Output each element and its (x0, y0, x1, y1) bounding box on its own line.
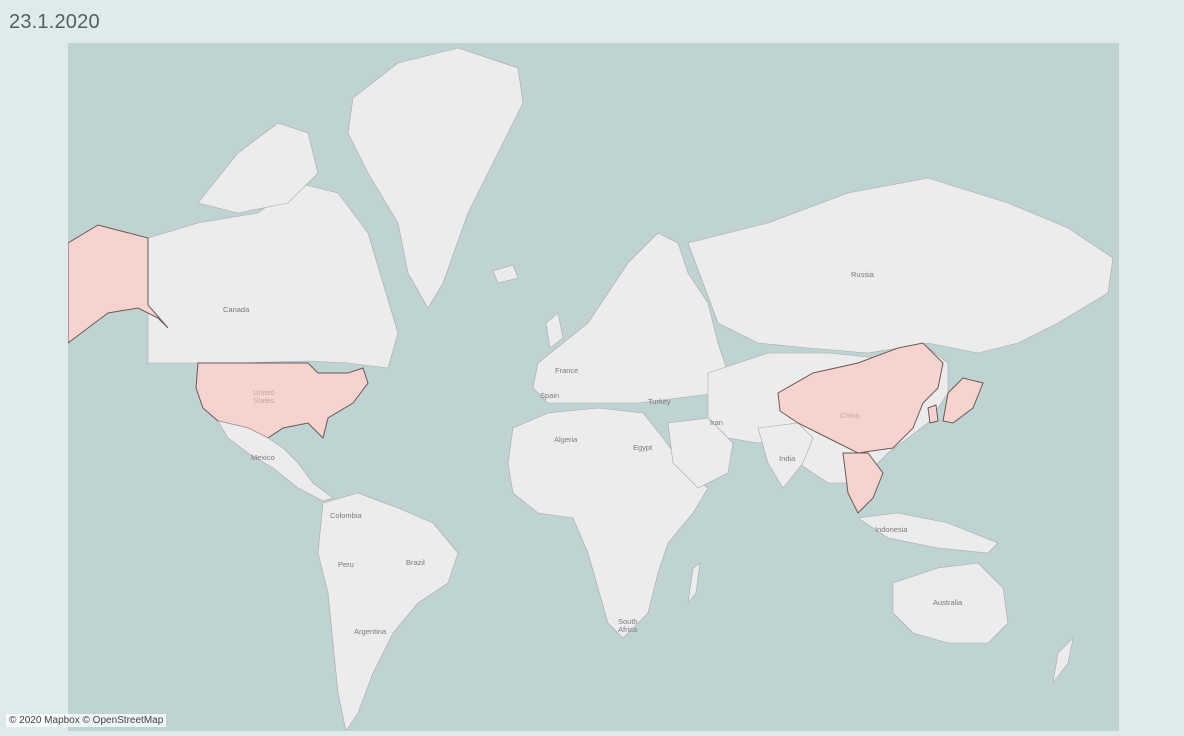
china (777, 342, 944, 454)
label-egypt: Egypt (633, 443, 653, 452)
label-france: France (555, 366, 579, 375)
africa (507, 407, 709, 639)
label-mexico: Mexico (251, 453, 275, 462)
europe (532, 232, 729, 404)
world-map[interactable]: Canada United States Mexico Colombia Bra… (68, 43, 1119, 731)
label-spain: Spain (540, 391, 560, 400)
label-canada: Canada (223, 305, 250, 314)
madagascar (687, 562, 701, 605)
label-colombia: Colombia (330, 511, 362, 520)
new-zealand (1052, 637, 1074, 684)
label-india: India (779, 454, 796, 463)
label-australia: Australia (933, 598, 963, 607)
label-china: China (840, 411, 860, 420)
indonesia (857, 512, 999, 554)
south-korea (927, 404, 939, 424)
date-title: 23.1.2020 (9, 11, 100, 33)
alaska (68, 224, 169, 344)
russia (687, 177, 1114, 354)
label-algeria: Algeria (554, 435, 578, 444)
united-states (195, 362, 369, 439)
label-united-states: United States (253, 388, 275, 405)
arabia (667, 417, 734, 489)
label-argentina: Argentina (354, 627, 387, 636)
mexico (217, 420, 334, 502)
label-south-africa: South Africa (618, 617, 638, 634)
iceland (492, 264, 519, 284)
label-iran: Iran (710, 418, 723, 427)
south-america (317, 492, 459, 731)
uk (545, 312, 564, 349)
canada-islands (197, 122, 319, 214)
label-peru: Peru (338, 560, 354, 569)
japan (942, 377, 984, 424)
label-brazil: Brazil (406, 558, 425, 567)
label-indonesia: Indonesia (875, 525, 908, 534)
label-russia: Russia (851, 270, 874, 279)
map-canvas[interactable] (68, 43, 1119, 731)
label-turkey: Turkey (648, 397, 671, 406)
map-attribution[interactable]: © 2020 Mapbox © OpenStreetMap (6, 714, 167, 727)
thailand-vietnam (842, 452, 884, 514)
canada (147, 182, 399, 369)
greenland (347, 47, 524, 309)
australia (892, 562, 1009, 644)
